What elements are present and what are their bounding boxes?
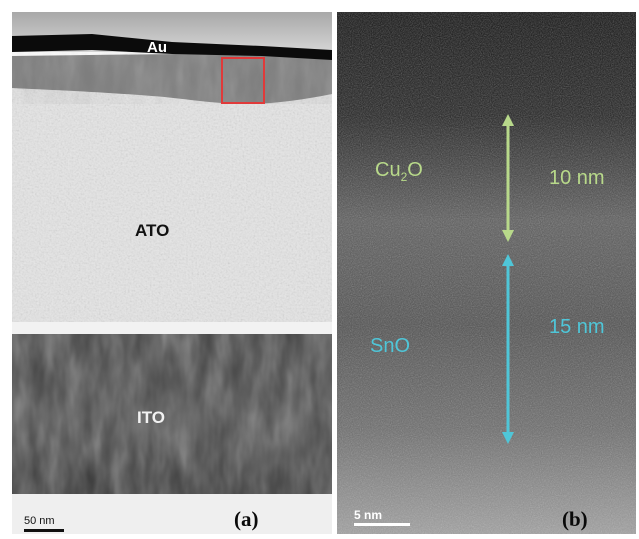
- scale-bar-50nm: 50 nm: [24, 516, 64, 532]
- cu2o-thickness-arrow: [502, 114, 514, 242]
- cu2o-layer-label: Cu2O: [375, 159, 423, 184]
- au-layer-label: Au: [147, 39, 167, 56]
- scale-bar-label: 50 nm: [24, 515, 55, 527]
- panel-b-label: (b): [562, 507, 588, 531]
- tem-image-overview: [12, 12, 332, 534]
- scale-bar-label: 5 nm: [354, 508, 383, 522]
- scale-bar-line: [354, 523, 410, 526]
- cu2o-thickness-label: 10 nm: [549, 167, 605, 189]
- scale-bar-line: [24, 529, 64, 532]
- sno-layer-label: SnO: [370, 335, 411, 357]
- sno-thickness-arrow: [502, 254, 514, 444]
- scale-bar-5nm: 5 nm: [354, 509, 410, 526]
- tem-image-zoom: [337, 12, 636, 534]
- ato-layer-label: ATO: [135, 221, 170, 240]
- panel-a-label: (a): [234, 507, 259, 531]
- ito-layer-label: ITO: [137, 408, 166, 427]
- sno-thickness-label: 15 nm: [549, 316, 605, 338]
